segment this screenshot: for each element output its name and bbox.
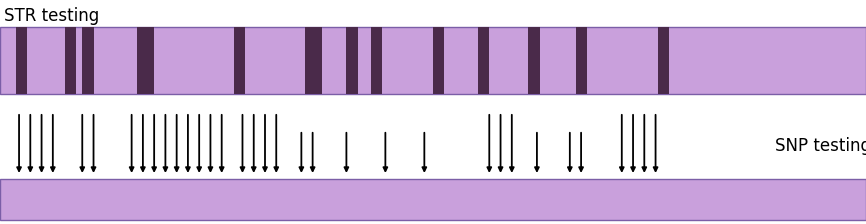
Bar [528,27,540,94]
Bar [65,27,76,94]
Bar [16,27,27,94]
Bar [82,27,94,94]
Bar [658,27,669,94]
Text: STR testing: STR testing [4,7,100,25]
Bar [0,179,866,220]
Bar [433,27,444,94]
Bar [305,27,322,94]
Bar [576,27,587,94]
Bar [0,27,866,94]
Bar [234,27,245,94]
Bar [346,27,358,94]
Text: SNP testing: SNP testing [775,137,866,155]
Bar [137,27,154,94]
Bar [478,27,489,94]
Bar [371,27,382,94]
